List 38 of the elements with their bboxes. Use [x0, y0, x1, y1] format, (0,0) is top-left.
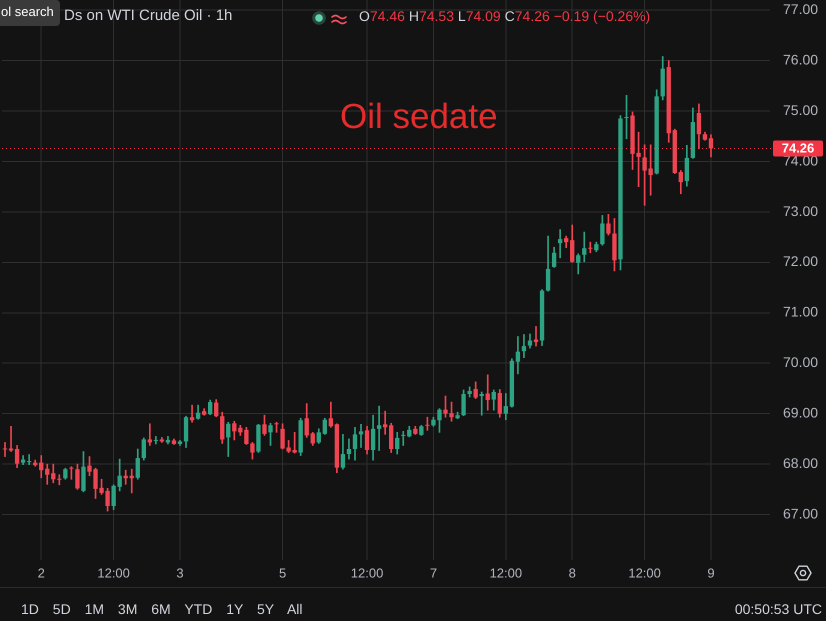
x-tick-label: 12:00	[490, 565, 522, 580]
x-tick-label: 12:00	[350, 565, 384, 580]
candlestick	[274, 422, 279, 433]
annotation: ol search	[0, 0, 60, 26]
x-tick-label: 3	[176, 565, 184, 580]
text: 00:50:53 UTC	[734, 601, 822, 618]
candlestick	[2, 442, 8, 457]
candlestick	[190, 404, 194, 423]
x-tick-label: 2	[38, 565, 45, 580]
candlestick	[636, 132, 641, 187]
y-tick-label: 75.00	[783, 102, 818, 118]
text: O74.46 H74.53 L74.09 C74.26 −0.19 (−0.26%)	[359, 8, 650, 24]
x-tick-label: 8	[568, 565, 576, 580]
candlestick	[534, 326, 538, 346]
text: Ds on WTI Crude Oil · 1h	[64, 7, 232, 24]
y-tick-label: 70.00	[783, 354, 818, 370]
candlestick	[449, 402, 454, 422]
x-tick-label: 12:00	[628, 565, 661, 580]
y-tick-label: 69.00	[783, 404, 818, 421]
candlestick	[522, 334, 526, 358]
candlestick	[8, 426, 14, 452]
candlestick	[443, 396, 448, 418]
y-tick-label: 77.00	[783, 0, 818, 17]
ref-line-label: 74.26	[782, 140, 814, 156]
y-tick-label: 68.00	[783, 455, 818, 472]
y-tick-label: 73.00	[783, 202, 818, 219]
x-tick-label: 7	[430, 565, 438, 580]
annotation: Oil sedate	[340, 97, 498, 138]
y-tick-label: 71.00	[783, 304, 818, 320]
x-tick-label: 9	[707, 565, 715, 580]
y-tick-label: 72.00	[783, 253, 818, 270]
y-tick-label: 76.00	[783, 51, 818, 68]
candlestick	[346, 438, 352, 460]
x-tick-label: 5	[278, 565, 286, 580]
y-tick-label: 67.00	[783, 505, 818, 522]
candlestick	[358, 424, 364, 448]
x-tick-label: 12:00	[97, 565, 130, 580]
text: 1D 5D 1M 3M 6M YTD 1Y 5Y All	[21, 601, 303, 618]
